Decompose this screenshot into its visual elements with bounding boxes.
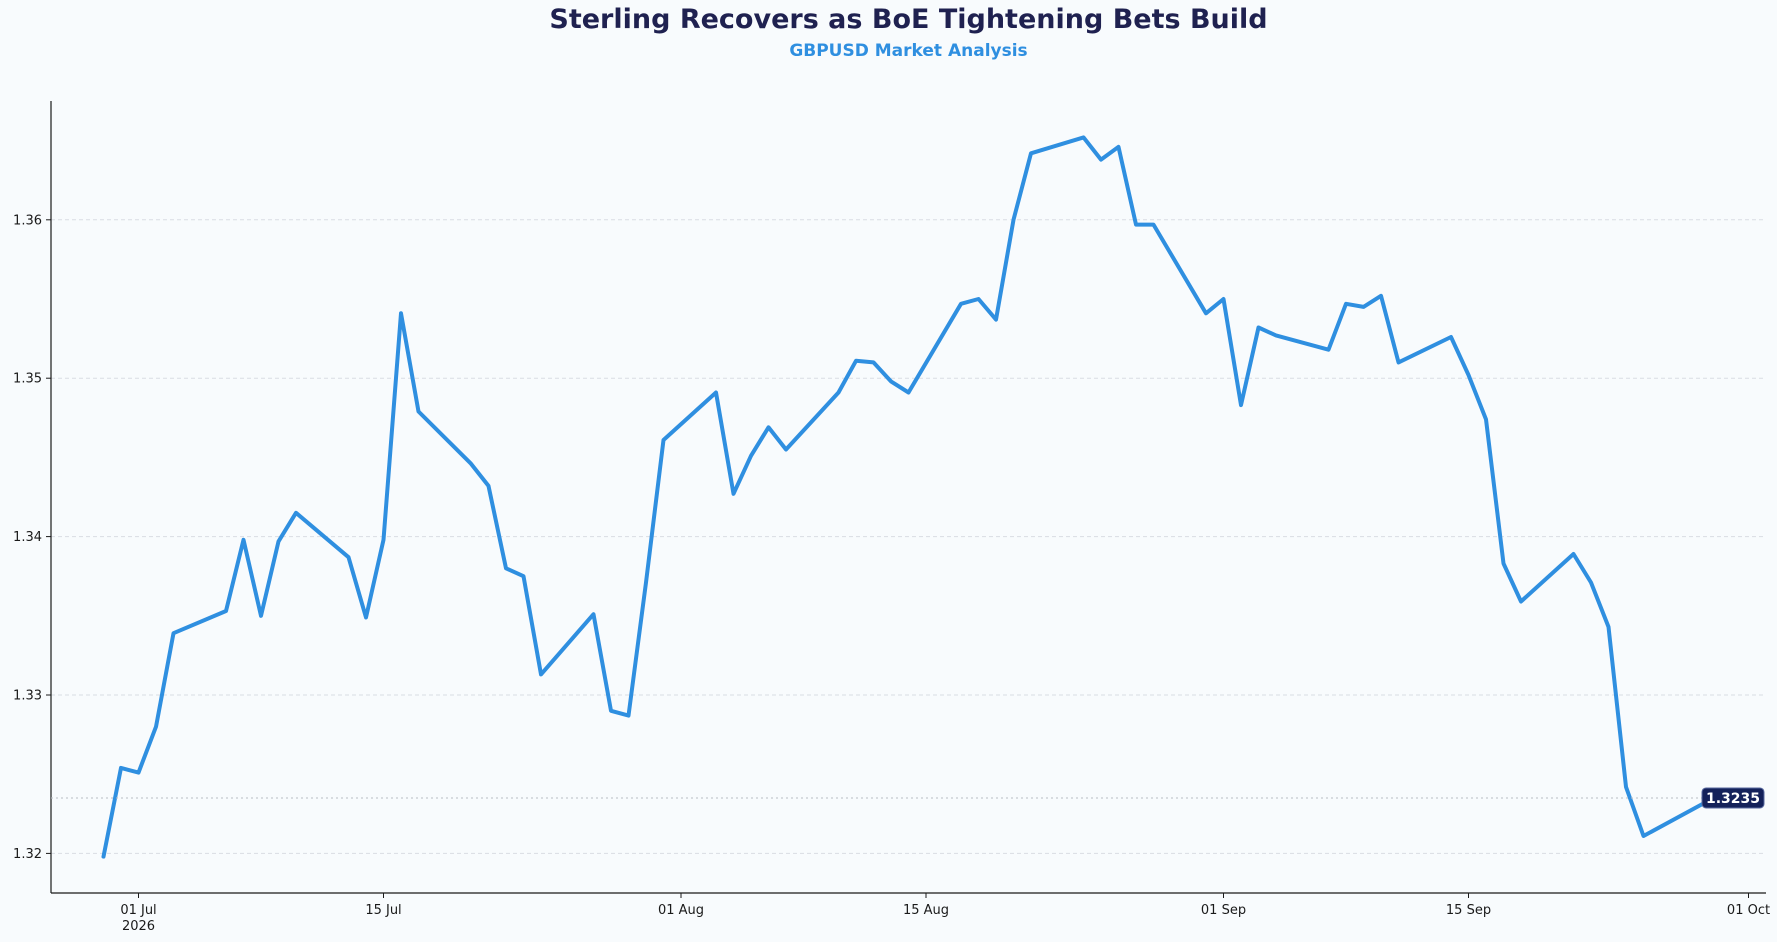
x-tick-label: 01 Jul	[120, 903, 156, 918]
chart-title: Sterling Recovers as BoE Tightening Bets…	[549, 4, 1268, 35]
x-tick-label: 15 Jul	[365, 903, 401, 918]
chart-subtitle: GBPUSD Market Analysis	[789, 41, 1028, 61]
gridlines	[51, 219, 1766, 854]
last-value-marker: 1.3235	[51, 787, 1766, 809]
y-tick-label: 1.32	[13, 847, 42, 862]
y-tick-label: 1.34	[13, 530, 42, 545]
x-tick-label: 01 Aug	[658, 903, 704, 918]
x-tick-sublabel: 2026	[122, 919, 155, 934]
x-tick-label: 01 Oct	[1727, 903, 1770, 918]
last-value-label: 1.3235	[1706, 791, 1760, 807]
axes	[50, 101, 1766, 894]
x-tick-label: 15 Aug	[903, 903, 949, 918]
series	[101, 135, 1716, 859]
x-tick-label: 15 Sep	[1446, 903, 1491, 918]
last-value-badge	[1701, 787, 1765, 809]
x-tick-label: 01 Sep	[1201, 903, 1246, 918]
y-tick-label: 1.36	[13, 213, 42, 228]
series-line	[101, 135, 1716, 859]
y-tick-label: 1.33	[13, 689, 42, 704]
y-axis-ticks: 1.32 1.33 1.34 1.35 1.36	[13, 213, 51, 862]
y-tick-label: 1.35	[13, 372, 42, 387]
